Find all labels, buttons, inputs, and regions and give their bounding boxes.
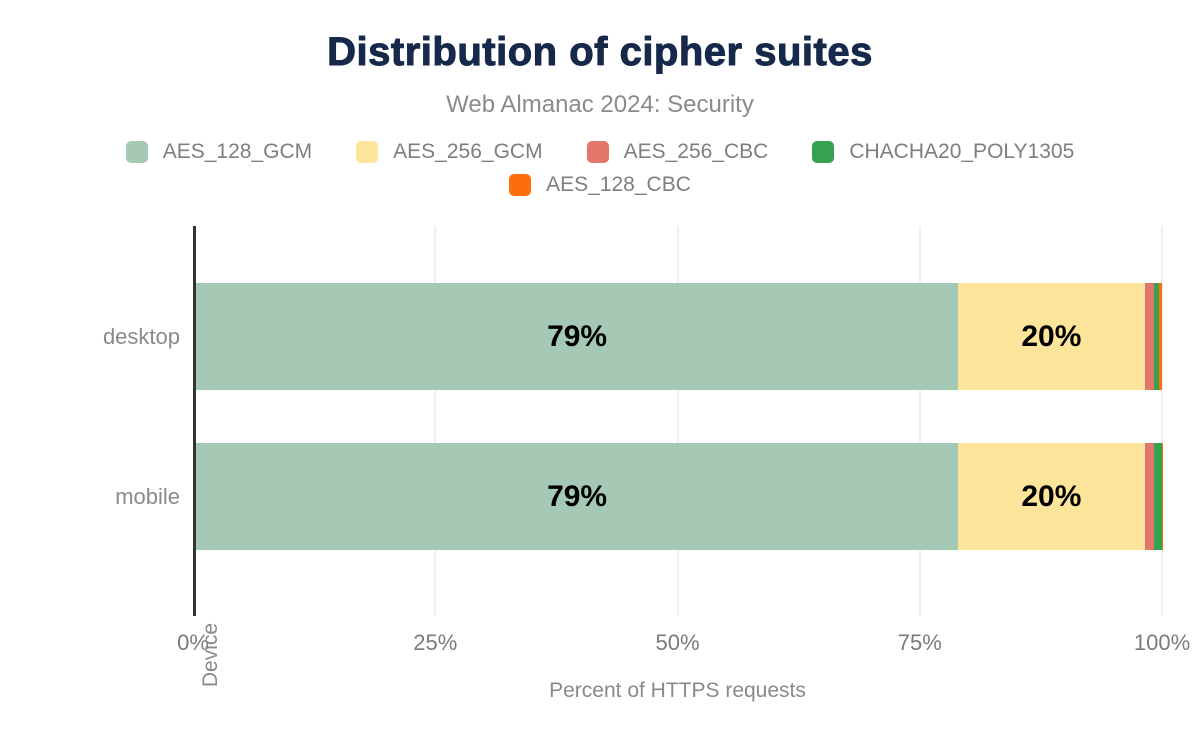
legend-item-aes_128_gcm[interactable]: AES_128_GCM <box>125 140 313 164</box>
legend-label: AES_256_CBC <box>623 140 769 163</box>
y-axis-line <box>193 226 196 616</box>
bar-segment-mobile-aes_128_gcm[interactable]: 79% <box>196 443 959 550</box>
bar-segment-desktop-aes_128_cbc[interactable] <box>1159 283 1162 390</box>
category-label-mobile: mobile <box>115 483 180 509</box>
bar-mobile: 79% 20% <box>196 443 1162 550</box>
gridline-75% <box>918 226 921 616</box>
legend-item-aes_128_cbc[interactable]: AES_128_CBC <box>509 173 691 197</box>
chart-subtitle: Web Almanac 2024: Security <box>446 91 754 118</box>
x-tick-label: 100% <box>1133 630 1191 655</box>
legend-row: AES_128_GCM AES_256_GCM AES_256_CBC CHACHA2… <box>125 140 1074 164</box>
bar-value-label: 79% <box>547 319 608 353</box>
bar-desktop: 79% 20% <box>196 283 1162 390</box>
plot-area: 79% 20% 79% 20% 0% 25% 50% 75% 100% desktop mobi… <box>103 226 1190 687</box>
gridline-25% <box>434 226 437 616</box>
legend-label: CHACHA20_POLY1305 <box>849 140 1075 163</box>
x-axis-title: Percent of HTTPS requests <box>549 679 806 702</box>
legend-swatch-icon <box>586 141 609 163</box>
legend-label: AES_256_GCM <box>393 140 543 163</box>
legend-item-aes_256_gcm[interactable]: AES_256_GCM <box>356 140 543 164</box>
legend-swatch-icon <box>509 174 532 196</box>
legend-label: AES_128_CBC <box>546 173 691 196</box>
x-tick-label: 0% <box>177 630 209 655</box>
gridline-50% <box>676 226 679 616</box>
category-label-desktop: desktop <box>102 323 180 349</box>
x-tick-label: 75% <box>897 630 942 655</box>
chart-title: Distribution of cipher suites <box>327 30 873 75</box>
legend-swatch-icon <box>356 141 379 163</box>
bar-segment-desktop-aes_256_cbc[interactable] <box>1144 283 1155 390</box>
gridline-100% <box>1161 226 1163 616</box>
bar-value-label: 20% <box>1021 319 1082 353</box>
bar-value-label: 20% <box>1021 479 1082 513</box>
bar-segment-desktop-aes_256_gcm[interactable]: 20% <box>958 283 1145 390</box>
x-tick-label: 25% <box>413 630 458 655</box>
legend-item-chacha20_poly1305[interactable]: CHACHA20_POLY1305 <box>812 140 1074 164</box>
bar-segment-desktop-chacha20_poly1305[interactable] <box>1154 283 1160 390</box>
legend: AES_128_GCM AES_256_GCM AES_256_CBC CHACHA2… <box>0 140 1200 197</box>
bar-value-label: 79% <box>547 479 608 513</box>
x-tick-label: 50% <box>655 630 700 655</box>
legend-swatch-icon <box>125 141 148 163</box>
legend-row: AES_128_CBC <box>509 173 691 197</box>
bar-segment-desktop-aes_128_gcm[interactable]: 79% <box>196 283 959 390</box>
bar-segment-mobile-aes_256_cbc[interactable] <box>1144 443 1155 550</box>
bar-segment-mobile-chacha20_poly1305[interactable] <box>1154 443 1162 550</box>
legend-swatch-icon <box>812 141 835 163</box>
bar-segment-mobile-aes_256_gcm[interactable]: 20% <box>958 443 1145 550</box>
legend-item-aes_256_cbc[interactable]: AES_256_CBC <box>586 140 769 164</box>
legend-label: AES_128_GCM <box>162 140 313 163</box>
